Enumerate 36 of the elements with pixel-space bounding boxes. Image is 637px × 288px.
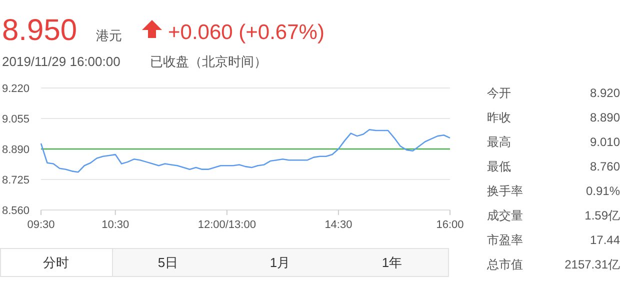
text: 8.920: [590, 86, 620, 100]
text: 2019/11/29 16:00:00: [2, 54, 120, 69]
text: 最低: [487, 160, 511, 174]
text: 1年: [382, 255, 402, 270]
x-tick-label: 10:30: [102, 219, 130, 231]
y-tick-label: 9.055: [2, 114, 30, 126]
text: 2157.31亿: [564, 258, 620, 272]
y-tick-label: 8.560: [2, 205, 30, 217]
text: 5日: [158, 255, 178, 270]
x-tick-label: 09:30: [27, 219, 55, 231]
text: 8.890: [590, 110, 620, 124]
text: 0.91%: [586, 184, 620, 198]
x-tick-label: 12:00/13:00: [198, 219, 256, 231]
text: 港元: [96, 28, 122, 43]
text: 1月: [270, 255, 290, 270]
text: 昨收: [487, 110, 511, 124]
text: 8.760: [590, 160, 620, 174]
y-tick-label: 8.725: [2, 174, 30, 186]
text: 成交量: [487, 208, 523, 222]
text: 已收盘（北京时间）: [150, 54, 267, 69]
text: 9.010: [590, 135, 620, 149]
x-tick-label: 14:30: [324, 219, 352, 231]
text: 1.59亿: [584, 208, 620, 222]
text: 今开: [487, 86, 511, 100]
x-tick-label: 16:00: [436, 219, 464, 231]
text: 分时: [43, 255, 69, 270]
text: 最高: [487, 135, 511, 149]
y-tick-label: 8.890: [2, 144, 30, 156]
chart-subtitle: +0.060 (+0.67%): [168, 21, 324, 44]
text: 17.44: [590, 233, 620, 247]
chart-title: 8.950: [2, 14, 78, 47]
y-tick-label: 9.220: [2, 83, 30, 95]
text: 换手率: [487, 184, 523, 198]
text: 市盈率: [487, 233, 523, 247]
text: 总市值: [486, 258, 523, 272]
line-series: [40, 128, 451, 173]
